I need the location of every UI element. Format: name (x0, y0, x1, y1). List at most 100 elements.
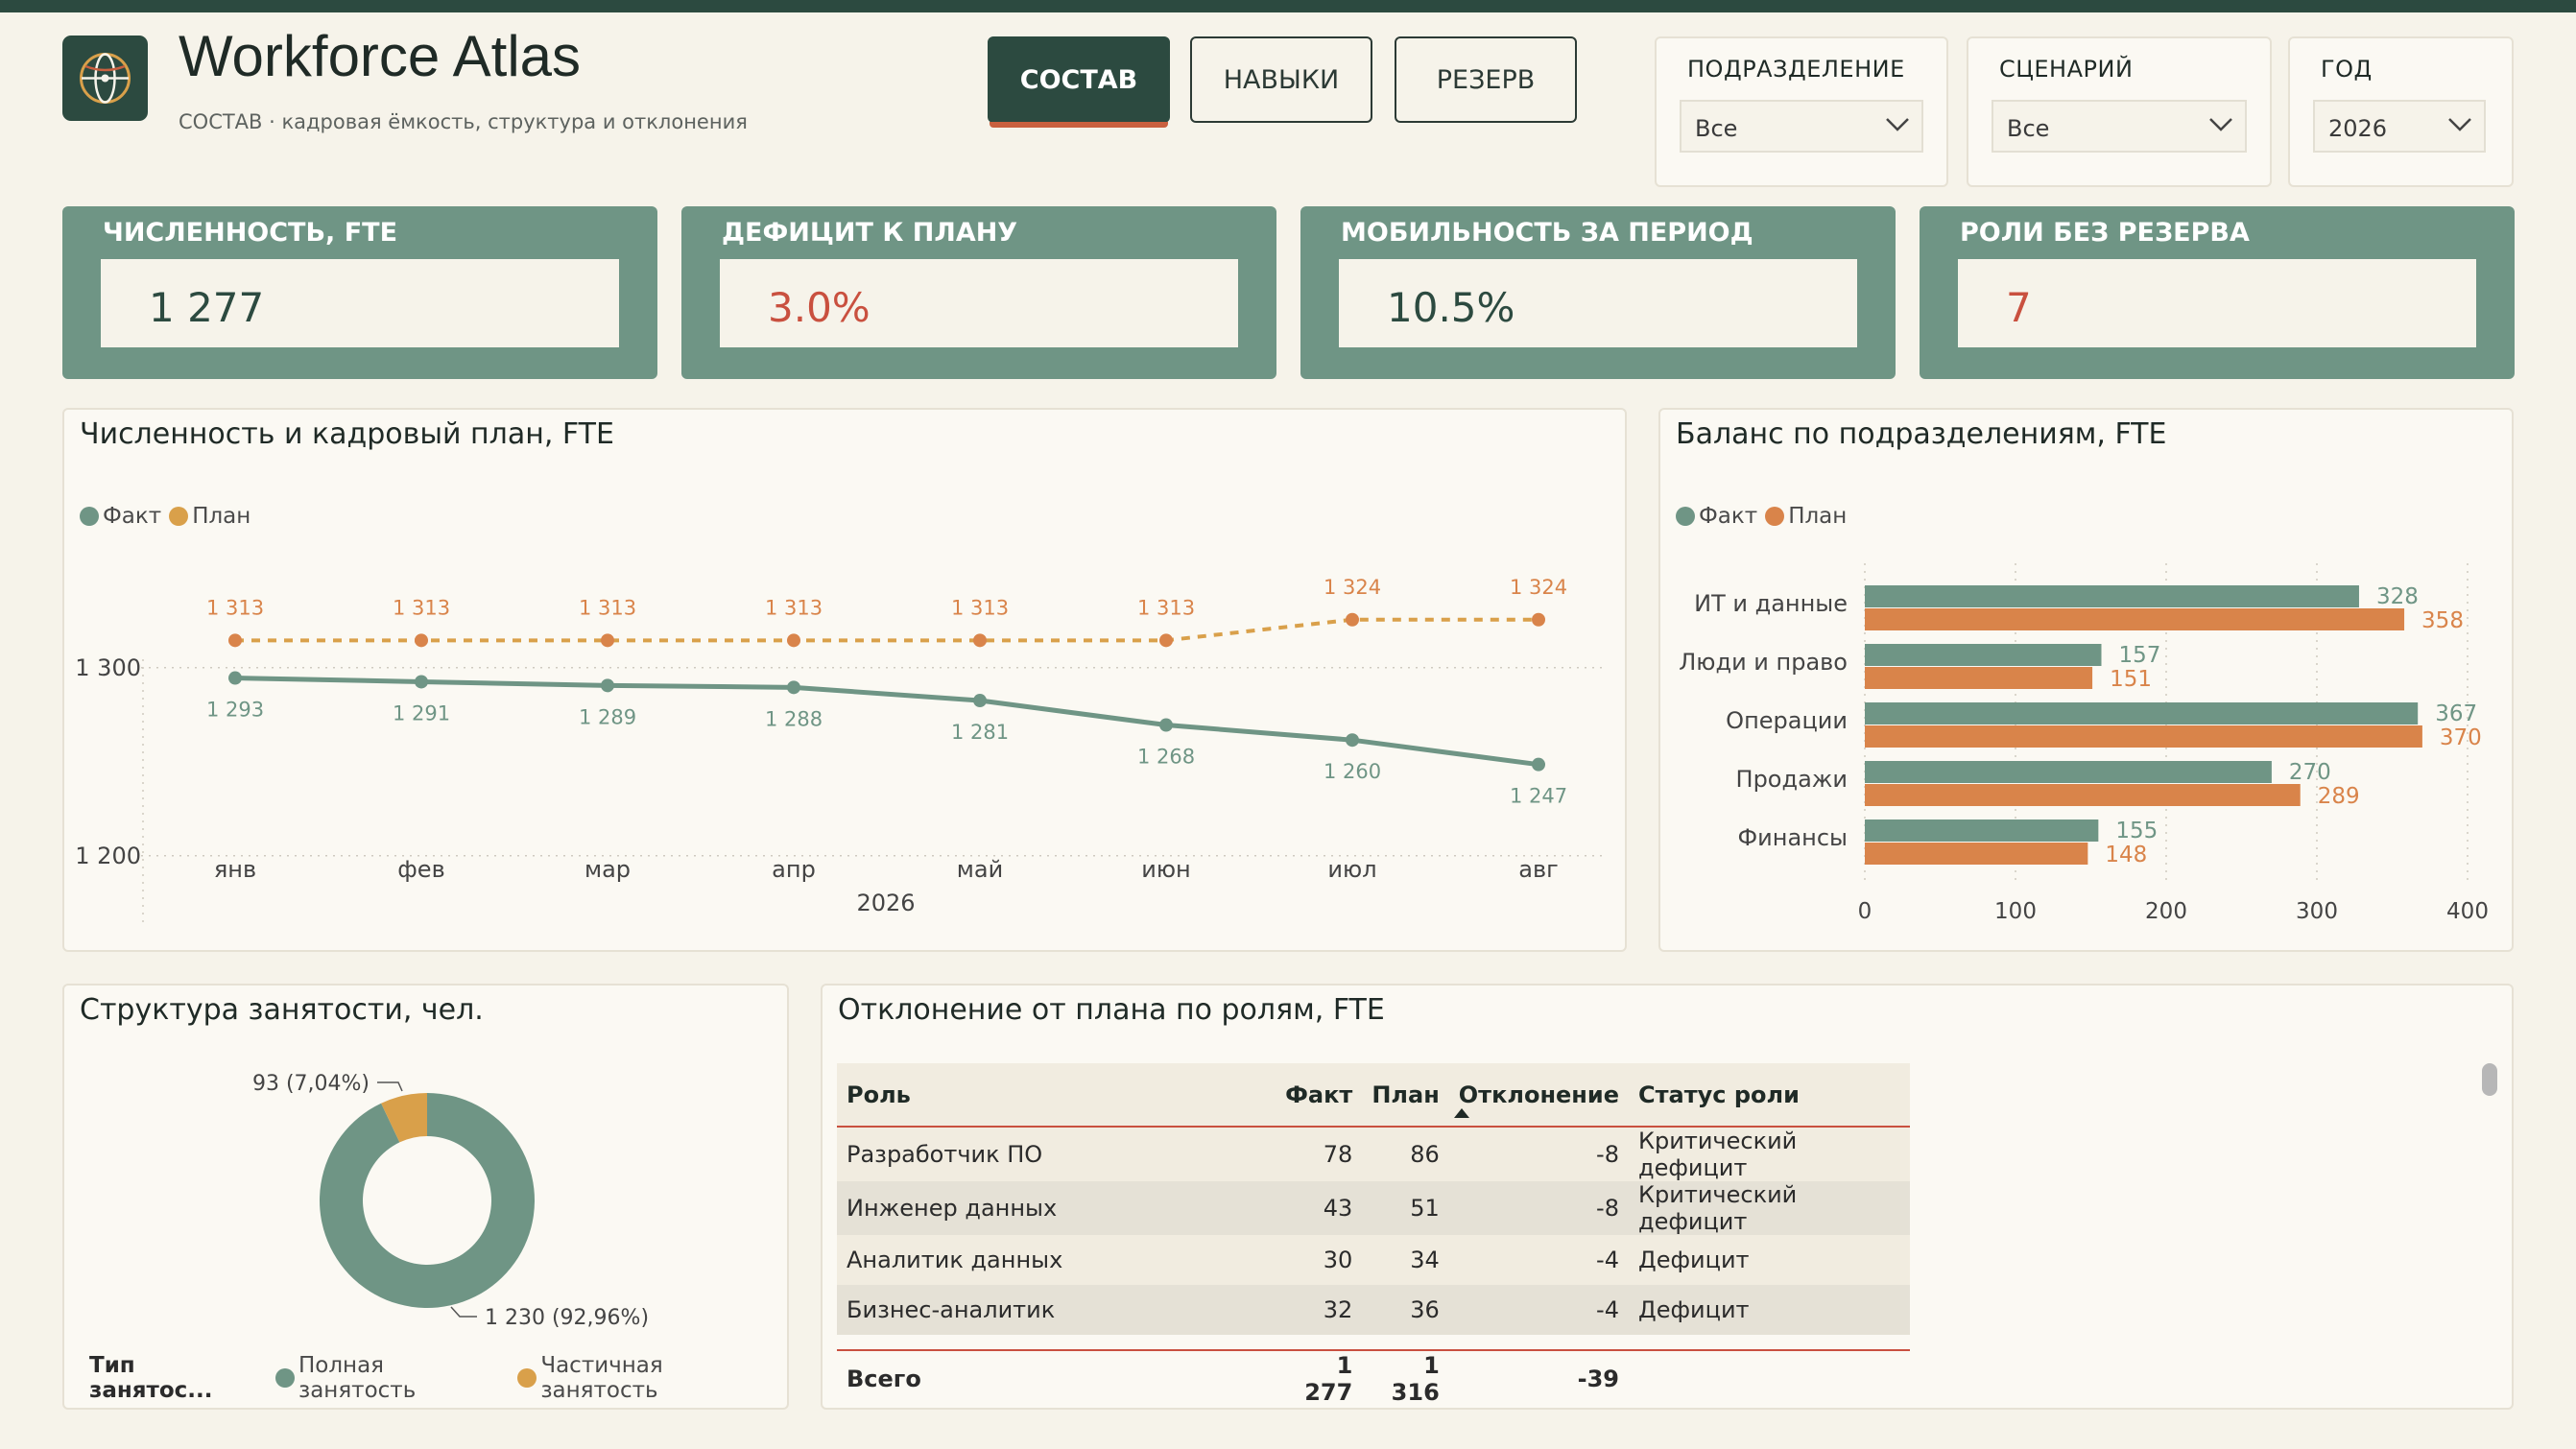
fact-point (228, 671, 242, 685)
app-logo (62, 36, 148, 121)
tab-navyki[interactable]: НАВЫКИ (1190, 36, 1372, 123)
line-chart-panel: Численность и кадровый план, FTE Факт Пл… (62, 408, 1627, 952)
filter-label: СЦЕНАРИЙ (1999, 56, 2134, 83)
fact-point (1532, 757, 1545, 772)
filter-scenario: СЦЕНАРИЙ Все (1967, 36, 2272, 187)
fact-data-label: 1 289 (579, 705, 636, 728)
kpi-mobility: МОБИЛЬНОСТЬ ЗА ПЕРИОД 10.5% (1300, 206, 1896, 379)
year-select[interactable]: 2026 (2313, 100, 2486, 153)
kpi-label: РОЛИ БЕЗ РЕЗЕРВА (1960, 218, 2250, 248)
legend-label: План (192, 504, 251, 529)
chevron-down-icon (2209, 118, 2232, 131)
category-label: Люди и право (1679, 649, 1848, 676)
fact-point (1346, 733, 1359, 748)
fact-bar-label: 270 (2289, 760, 2331, 785)
part-time-slice (381, 1093, 427, 1143)
column-header-status[interactable]: Статус роли (1628, 1063, 1910, 1128)
total-fact: 1 277 (1276, 1349, 1363, 1406)
column-header-fact[interactable]: Факт (1276, 1063, 1363, 1128)
plan-point (973, 633, 987, 648)
sort-ascending-icon (1453, 1108, 1469, 1118)
fact-data-label: 1 247 (1510, 785, 1567, 808)
fact-series-line (234, 676, 1539, 768)
donut-legend: Тип занятос... Полная занятость Частична… (89, 1353, 787, 1403)
kpi-label: ДЕФИЦИТ К ПЛАНУ (722, 218, 1018, 248)
legend-label: План (1788, 504, 1848, 529)
fact-bar (1865, 702, 2419, 724)
department-select[interactable]: Все (1680, 100, 1923, 153)
column-header-deviation[interactable]: Отклонение (1448, 1063, 1629, 1128)
plan-bar (1865, 843, 2088, 865)
leader-line (450, 1306, 477, 1318)
y-tick-label: 1 300 (75, 654, 141, 681)
chevron-down-icon (2448, 118, 2471, 131)
fact-bar-label: 155 (2115, 819, 2158, 843)
plan-bar-label: 151 (2110, 667, 2152, 692)
plan-series-line (235, 617, 1538, 643)
cell-fact: 43 (1276, 1181, 1363, 1235)
plan-point (787, 633, 800, 648)
chart-legend: Факт План (80, 504, 250, 529)
kpi-headcount: ЧИСЛЕННОСТЬ, FTE 1 277 (62, 206, 657, 379)
cell-plan: 34 (1362, 1235, 1449, 1285)
plan-data-label: 1 324 (1324, 576, 1381, 599)
plan-data-label: 1 313 (206, 596, 264, 619)
table-row[interactable]: Инженер данных 43 51 -8 Критический дефи… (837, 1181, 1910, 1235)
tab-rezerv[interactable]: РЕЗЕРВ (1395, 36, 1577, 123)
plan-point (1532, 612, 1545, 627)
cell-status: Критический дефицит (1628, 1127, 1910, 1181)
column-header-plan[interactable]: План (1362, 1063, 1449, 1128)
plan-point (1346, 612, 1359, 627)
cell-deviation: -8 (1448, 1181, 1629, 1235)
chart-legend: Факт План (1676, 504, 1847, 529)
plan-point (228, 633, 242, 648)
kpi-box: 3.0% (720, 259, 1238, 347)
plan-point (1159, 633, 1173, 648)
plan-bar (1865, 784, 2301, 806)
legend-marker (80, 507, 99, 526)
bar-chart-panel: Баланс по подразделениям, FTE Факт План … (1658, 408, 2514, 952)
x-tick-label: 100 (1994, 899, 2037, 924)
legend-label: Частичная занятость (540, 1353, 663, 1403)
fact-bar-label: 157 (2118, 643, 2160, 668)
globe-icon (80, 53, 131, 104)
table-row[interactable]: Разработчик ПО 78 86 -8 Критический дефи… (837, 1127, 1910, 1181)
table-total-row: Всего 1 277 1 316 -39 (837, 1349, 1910, 1406)
cell-status: Критический дефицит (1628, 1181, 1910, 1235)
x-tick-label: 300 (2296, 899, 2338, 924)
panel-title: Структура занятости, чел. (80, 993, 484, 1027)
x-tick-label: 200 (2145, 899, 2187, 924)
cell-role: Аналитик данных (837, 1235, 1276, 1285)
fact-data-label: 1 293 (206, 699, 264, 722)
cell-plan: 86 (1362, 1127, 1449, 1181)
x-tick-label: 400 (2446, 899, 2489, 924)
plan-data-label: 1 324 (1510, 576, 1567, 599)
fact-bar (1865, 761, 2272, 783)
kpi-box: 1 277 (101, 259, 619, 347)
x-axis-label: 2026 (856, 890, 915, 916)
x-tick-label: апр (772, 856, 816, 883)
scenario-select[interactable]: Все (1992, 100, 2247, 153)
table-row[interactable]: Аналитик данных 30 34 -4 Дефицит (837, 1235, 1910, 1285)
total-status (1628, 1349, 1910, 1406)
cell-role: Инженер данных (837, 1181, 1276, 1235)
category-label: Операции (1726, 707, 1848, 734)
leader-line (377, 1081, 403, 1092)
cell-deviation: -8 (1448, 1127, 1629, 1181)
tab-sostav[interactable]: СОСТАВ (988, 36, 1170, 128)
table-scrollbar[interactable] (2482, 1063, 2497, 1096)
total-plan: 1 316 (1362, 1349, 1449, 1406)
plan-data-label: 1 313 (765, 596, 823, 619)
x-tick-label: май (957, 856, 1003, 883)
table-row[interactable]: Бизнес-аналитик 32 36 -4 Дефицит (837, 1285, 1910, 1335)
spacer-cell (837, 1335, 1910, 1350)
kpi-deficit: ДЕФИЦИТ К ПЛАНУ 3.0% (681, 206, 1276, 379)
fact-data-label: 1 281 (951, 721, 1009, 744)
cell-fact: 30 (1276, 1235, 1363, 1285)
legend-title: Тип занятос... (89, 1353, 213, 1403)
table-spacer (837, 1335, 1910, 1350)
plan-data-label: 1 313 (951, 596, 1009, 619)
x-tick-label: янв (214, 856, 256, 883)
filter-department: ПОДРАЗДЕЛЕНИЕ Все (1655, 36, 1948, 187)
column-header-role[interactable]: Роль (837, 1063, 1276, 1128)
